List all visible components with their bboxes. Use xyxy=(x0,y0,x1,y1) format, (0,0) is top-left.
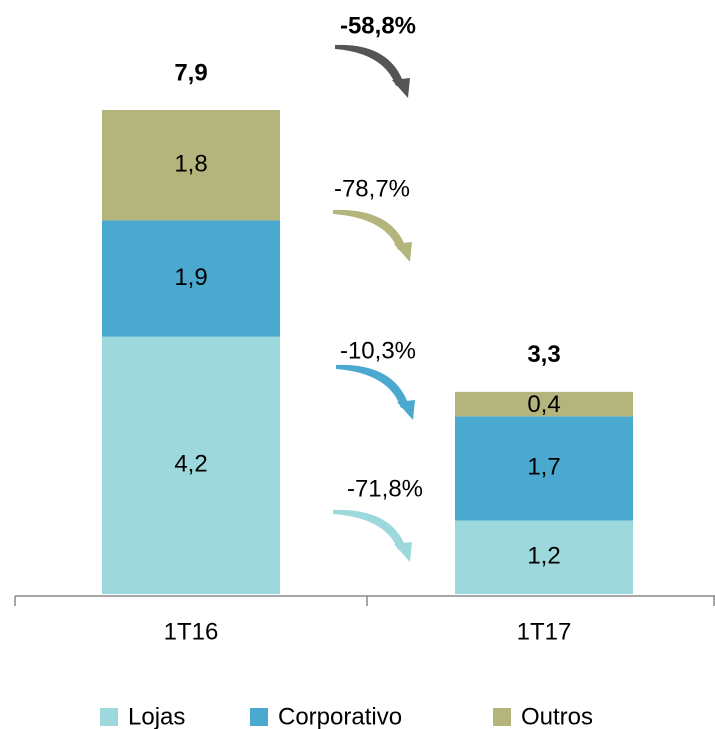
value-label: 4,2 xyxy=(174,451,207,478)
legend-swatch xyxy=(100,708,118,726)
change-label: -78,7% xyxy=(334,175,410,202)
legend-swatch xyxy=(493,708,511,726)
legend-label: Corporativo xyxy=(278,703,402,729)
change-label: -71,8% xyxy=(347,475,423,502)
change-label: -10,3% xyxy=(340,337,416,364)
value-label: 1,9 xyxy=(174,264,207,291)
legend-swatch xyxy=(250,708,268,726)
change-arrow xyxy=(336,364,409,408)
bar-segment xyxy=(102,110,280,221)
legend-label: Outros xyxy=(521,703,593,729)
change-arrow-head xyxy=(392,78,410,98)
change-arrow-head xyxy=(394,542,412,562)
value-label: 1,2 xyxy=(527,543,560,570)
x-tick-label: 1T17 xyxy=(517,618,572,645)
change-label: -58,8% xyxy=(340,12,416,39)
legend-label: Lojas xyxy=(128,703,185,729)
value-label: 0,4 xyxy=(527,391,560,418)
total-label: 3,3 xyxy=(527,341,560,368)
bar-segment xyxy=(455,391,633,417)
change-arrow-head xyxy=(394,242,412,262)
bar-segment xyxy=(455,416,633,521)
bar-segment xyxy=(102,336,280,594)
bar-segment xyxy=(455,520,633,594)
total-label: 7,9 xyxy=(174,59,207,86)
value-label: 1,7 xyxy=(527,454,560,481)
value-label: 1,8 xyxy=(174,150,207,177)
x-tick-label: 1T16 xyxy=(164,618,219,645)
change-arrow-head xyxy=(397,400,415,420)
bar-segment xyxy=(102,220,280,337)
